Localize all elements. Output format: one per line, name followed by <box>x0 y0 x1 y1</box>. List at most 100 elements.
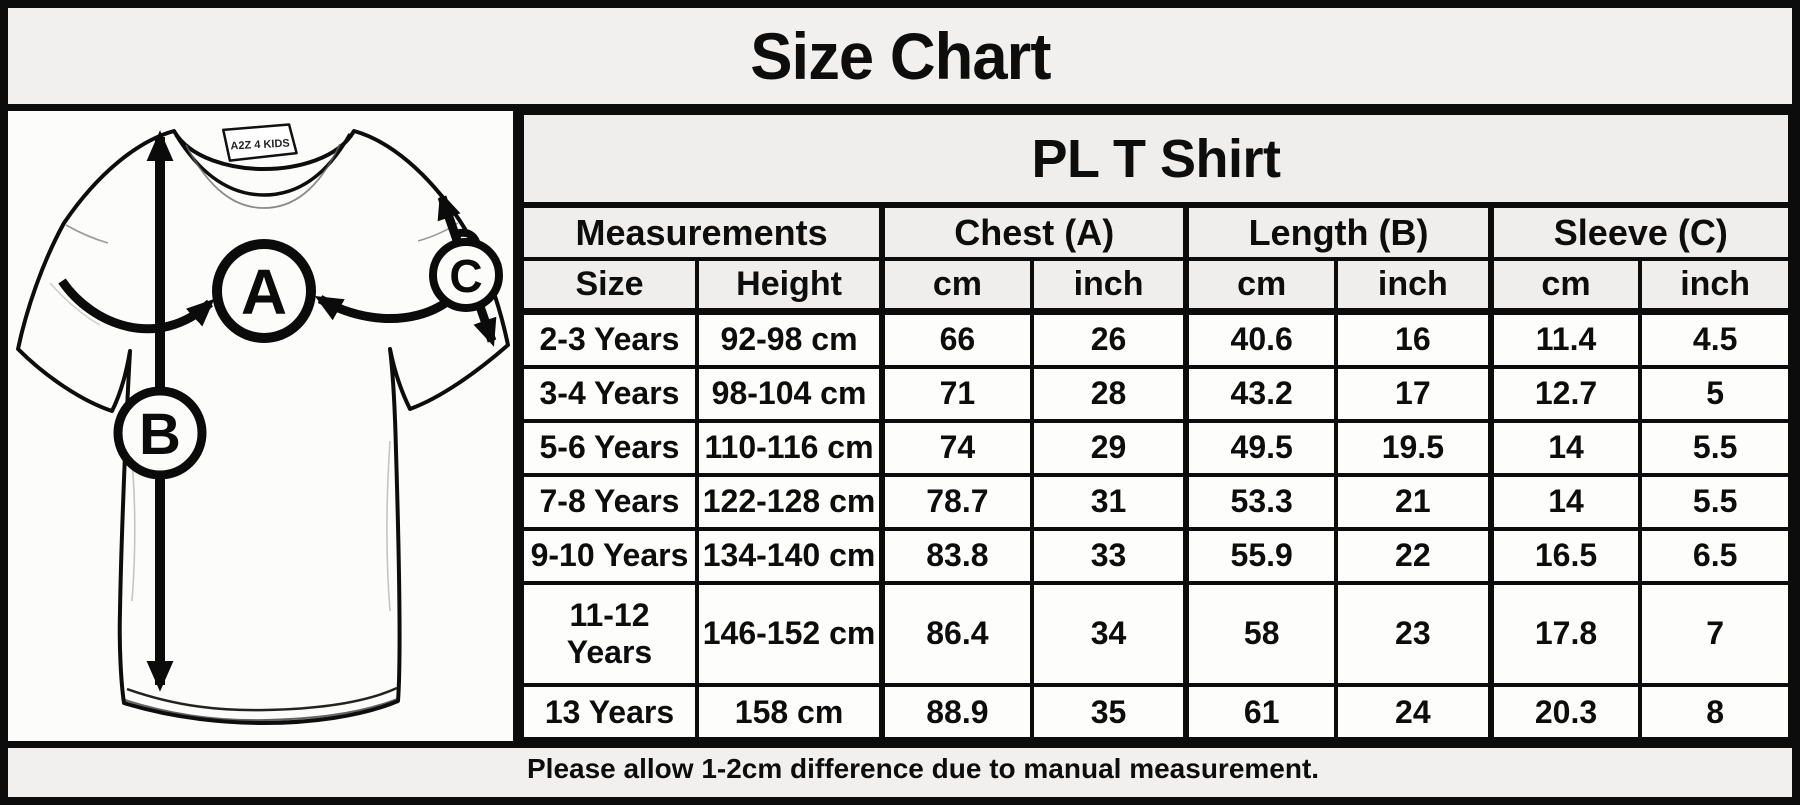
table-cell: 78.7 <box>879 472 1034 531</box>
collar-band <box>174 133 352 197</box>
table-cell: 71 <box>879 364 1034 423</box>
table-row: 5-6 Years 110-116 cm 74 29 49.5 19.5 14 … <box>520 418 1792 477</box>
column-group-sleeve: Sleeve (C) <box>1487 203 1792 261</box>
table-cell: 22 <box>1334 526 1493 585</box>
size-table-panel: PL T Shirt Measurements Chest (A) Length… <box>519 111 1792 741</box>
column-header-length-cm: cm <box>1183 257 1338 315</box>
table-cell: 23 <box>1334 580 1493 688</box>
table-cell: 35 <box>1029 683 1189 741</box>
table-row: 7-8 Years 122-128 cm 78.7 31 53.3 21 14 … <box>520 472 1792 531</box>
column-header-sleeve-inch: inch <box>1638 257 1792 315</box>
sleeve-label: C <box>449 250 482 302</box>
table-cell: 34 <box>1029 580 1189 688</box>
length-label: B <box>139 402 181 467</box>
table-cell: 24 <box>1334 683 1493 741</box>
table-cell: 158 cm <box>694 683 885 741</box>
column-group-row: Measurements Chest (A) Length (B) Sleeve… <box>519 203 1792 261</box>
table-cell: 43.2 <box>1183 364 1338 423</box>
table-row: 11-12 Years 146-152 cm 86.4 34 58 23 17.… <box>520 580 1792 688</box>
table-cell: 98-104 cm <box>694 364 885 423</box>
main-content: A2Z 4 KIDS A <box>8 111 1792 741</box>
table-cell: 31 <box>1029 472 1189 531</box>
column-header-chest-cm: cm <box>879 257 1034 315</box>
table-cell: 58 <box>1183 580 1338 688</box>
table-cell: 20.3 <box>1487 683 1643 741</box>
table-cell: 40.6 <box>1183 309 1338 369</box>
table-cell: 61 <box>1183 683 1338 741</box>
table-cell: 55.9 <box>1183 526 1338 585</box>
table-cell: 8 <box>1638 683 1792 741</box>
tshirt-outline: A2Z 4 KIDS <box>16 123 510 725</box>
size-table: PL T Shirt Measurements Chest (A) Length… <box>519 111 1792 741</box>
table-cell: 74 <box>879 418 1034 477</box>
table-cell: 4.5 <box>1638 309 1792 369</box>
tshirt-diagram-panel: A2Z 4 KIDS A <box>8 111 520 741</box>
column-header-chest-inch: inch <box>1029 257 1189 315</box>
hem-ripple <box>126 686 398 712</box>
table-cell: 122-128 cm <box>694 472 885 531</box>
tshirt-diagram: A2Z 4 KIDS A <box>16 123 510 725</box>
table-cell: 53.3 <box>1183 472 1338 531</box>
column-group-measurements: Measurements <box>519 203 885 261</box>
table-row: 9-10 Years 134-140 cm 83.8 33 55.9 22 16… <box>520 526 1792 585</box>
column-group-length: Length (B) <box>1183 203 1493 261</box>
column-group-chest: Chest (A) <box>879 203 1189 261</box>
table-cell: 19.5 <box>1334 418 1493 477</box>
table-cell: 134-140 cm <box>694 526 885 585</box>
table-cell: 110-116 cm <box>694 418 885 477</box>
product-title: PL T Shirt <box>520 111 1792 208</box>
measurement-labels: A B C <box>113 238 503 480</box>
table-cell: 49.5 <box>1183 418 1338 477</box>
table-cell: 26 <box>1029 309 1189 369</box>
table-cell: 17 <box>1334 364 1493 423</box>
table-cell: 33 <box>1029 526 1189 585</box>
column-header-size: Size <box>520 257 699 315</box>
table-cell: 16 <box>1334 309 1493 369</box>
footer-note: Please allow 1-2cm difference due to man… <box>527 753 1320 784</box>
table-cell: 11.4 <box>1487 309 1643 369</box>
table-cell: 29 <box>1029 418 1189 477</box>
table-cell: 5 <box>1638 364 1792 423</box>
table-cell: 11-12 Years <box>520 580 699 688</box>
column-header-row: Size Height cm inch cm inch cm inch <box>520 257 1792 315</box>
table-cell: 5.5 <box>1638 472 1792 531</box>
page-title: Size Chart <box>749 19 1051 93</box>
chest-label: A <box>241 256 287 328</box>
brand-tag: A2Z 4 KIDS <box>222 123 298 162</box>
table-cell: 16.5 <box>1487 526 1643 585</box>
table-cell: 5-6 Years <box>520 418 699 477</box>
table-cell: 28 <box>1029 364 1189 423</box>
table-cell: 9-10 Years <box>520 526 699 585</box>
collar-ribbing <box>185 143 341 209</box>
table-cell: 5.5 <box>1638 418 1792 477</box>
hem-ripple <box>124 698 398 722</box>
title-bar: Size Chart <box>8 8 1792 111</box>
table-cell: 88.9 <box>879 683 1034 741</box>
chest-arrow-left <box>58 278 215 334</box>
table-cell: 146-152 cm <box>694 580 885 688</box>
footer-bar: Please allow 1-2cm difference due to man… <box>8 741 1792 790</box>
column-header-height: Height <box>694 257 885 315</box>
table-row: 13 Years 158 cm 88.9 35 61 24 20.3 8 <box>520 683 1792 741</box>
table-cell: 92-98 cm <box>694 309 885 369</box>
column-header-length-inch: inch <box>1334 257 1493 315</box>
table-cell: 86.4 <box>879 580 1034 688</box>
table-cell: 3-4 Years <box>520 364 699 423</box>
table-cell: 13 Years <box>520 683 699 741</box>
table-row: 2-3 Years 92-98 cm 66 26 40.6 16 11.4 4.… <box>520 309 1792 369</box>
table-cell: 14 <box>1487 418 1643 477</box>
table-cell: 7 <box>1638 580 1792 688</box>
table-cell: 83.8 <box>879 526 1034 585</box>
product-title-row: PL T Shirt <box>520 111 1792 208</box>
table-row: 3-4 Years 98-104 cm 71 28 43.2 17 12.7 5 <box>520 364 1792 423</box>
table-cell: 12.7 <box>1487 364 1643 423</box>
table-cell: 17.8 <box>1487 580 1643 688</box>
brand-tag-text: A2Z 4 KIDS <box>230 137 290 152</box>
table-cell: 2-3 Years <box>520 309 699 369</box>
table-cell: 6.5 <box>1638 526 1792 585</box>
table-cell: 7-8 Years <box>520 472 699 531</box>
table-cell: 21 <box>1334 472 1493 531</box>
table-cell: 14 <box>1487 472 1643 531</box>
table-cell: 66 <box>879 309 1034 369</box>
